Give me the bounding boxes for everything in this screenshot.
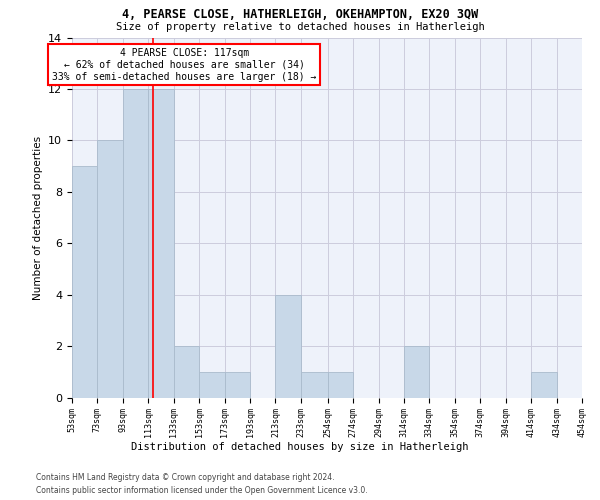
Bar (72, 166, 97, 398)
Text: Contains public sector information licensed under the Open Government Licence v3: Contains public sector information licen… (36, 486, 368, 495)
Y-axis label: Number of detached properties: Number of detached properties (32, 136, 43, 300)
Bar (148, 89, 174, 398)
Bar (531, 372, 557, 398)
Bar (123, 89, 148, 398)
Bar (328, 372, 353, 398)
Bar (275, 294, 301, 398)
Bar (404, 346, 430, 398)
Text: Distribution of detached houses by size in Hatherleigh: Distribution of detached houses by size … (131, 442, 469, 452)
Text: 4 PEARSE CLOSE: 117sqm
← 62% of detached houses are smaller (34)
33% of semi-det: 4 PEARSE CLOSE: 117sqm ← 62% of detached… (52, 48, 316, 82)
Bar (224, 372, 250, 398)
Bar (97, 140, 123, 398)
Bar (301, 372, 328, 398)
Text: Contains HM Land Registry data © Crown copyright and database right 2024.: Contains HM Land Registry data © Crown c… (36, 472, 335, 482)
Text: 4, PEARSE CLOSE, HATHERLEIGH, OKEHAMPTON, EX20 3QW: 4, PEARSE CLOSE, HATHERLEIGH, OKEHAMPTON… (122, 8, 478, 20)
Bar (199, 372, 224, 398)
Text: Size of property relative to detached houses in Hatherleigh: Size of property relative to detached ho… (116, 22, 484, 32)
Bar (174, 346, 199, 398)
